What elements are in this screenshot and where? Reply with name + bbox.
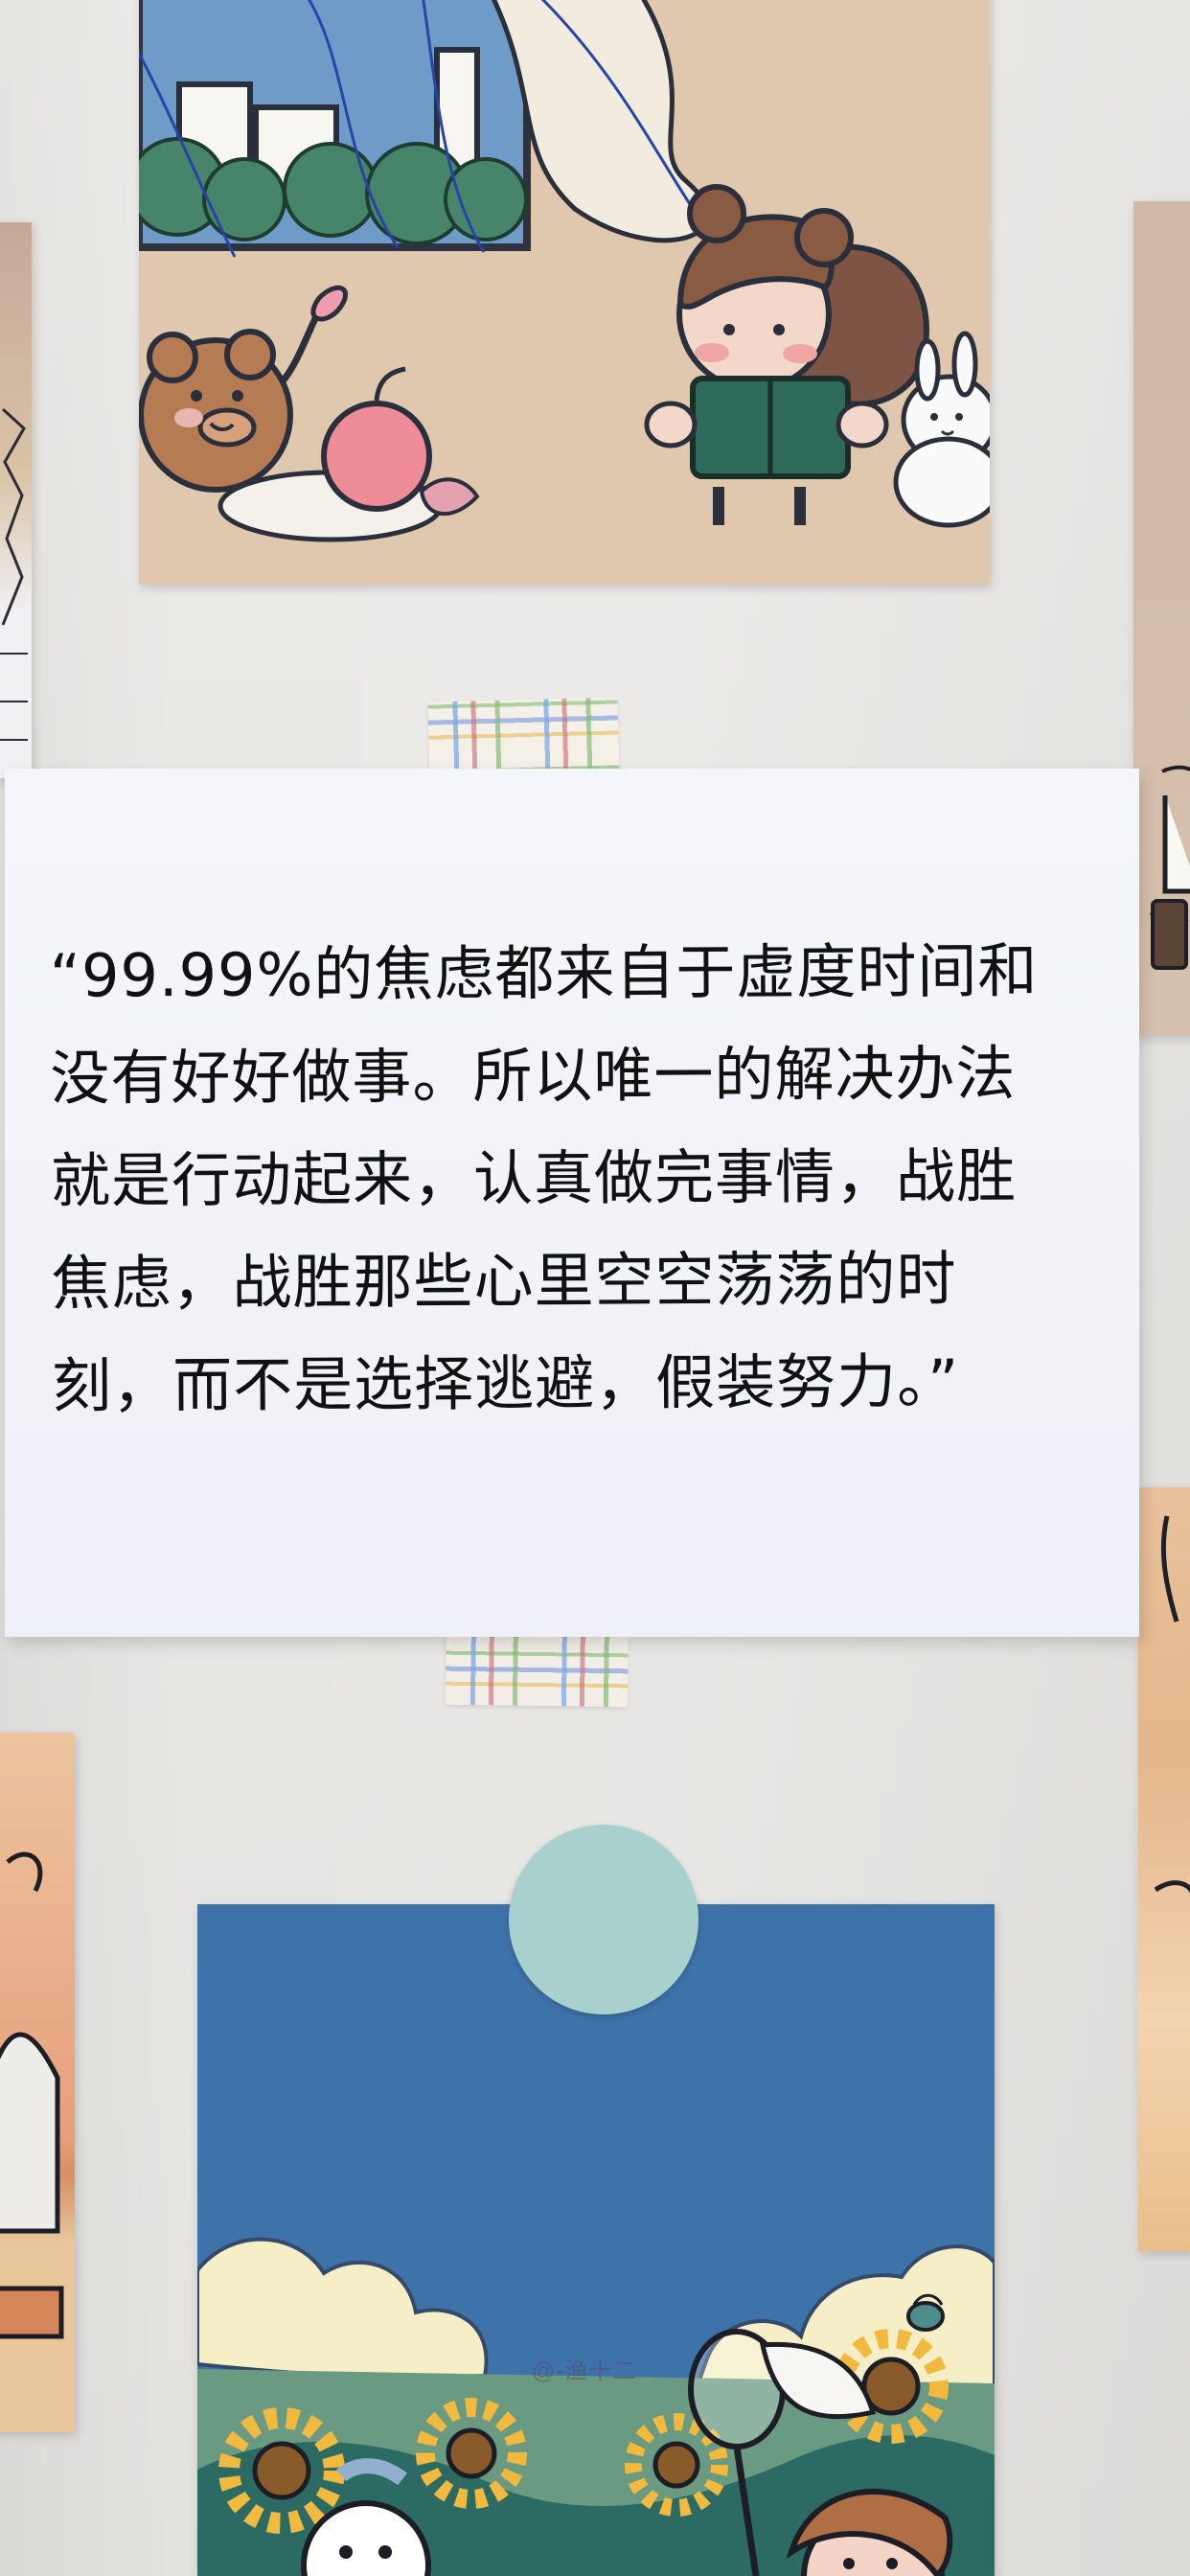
quote-text: “99.99%的焦虑都来自于虚度时间和没有好好做事。所以唯一的解决办法就是行动起…: [49, 935, 1039, 1421]
bird-icon: [906, 2293, 945, 2332]
right-edge-card-top: [1133, 201, 1190, 1035]
butterfly-net-icon: [688, 2329, 877, 2576]
top-illustration-card: [139, 0, 990, 585]
watermark-text: @-渔十二: [532, 2358, 637, 2384]
bottom-illustration-card: [197, 1904, 995, 2576]
left-bottom-card: [0, 1733, 75, 2432]
left-edge-card-top: [0, 222, 32, 778]
top-illustration: [139, 0, 990, 585]
quote-note: “99.99%的焦虑都来自于虚度时间和没有好好做事。所以唯一的解决办法就是行动起…: [5, 769, 1139, 1637]
bear-icon: [139, 285, 348, 493]
bottom-illustration: [197, 1904, 995, 2576]
bunny-icon: [893, 331, 990, 528]
girl-reading-icon: [644, 184, 929, 525]
round-sticker: [509, 1825, 698, 2014]
right-bottom-card: [1138, 1487, 1190, 2251]
apple-icon: [321, 366, 432, 512]
sunflower-icon: [218, 2329, 949, 2534]
